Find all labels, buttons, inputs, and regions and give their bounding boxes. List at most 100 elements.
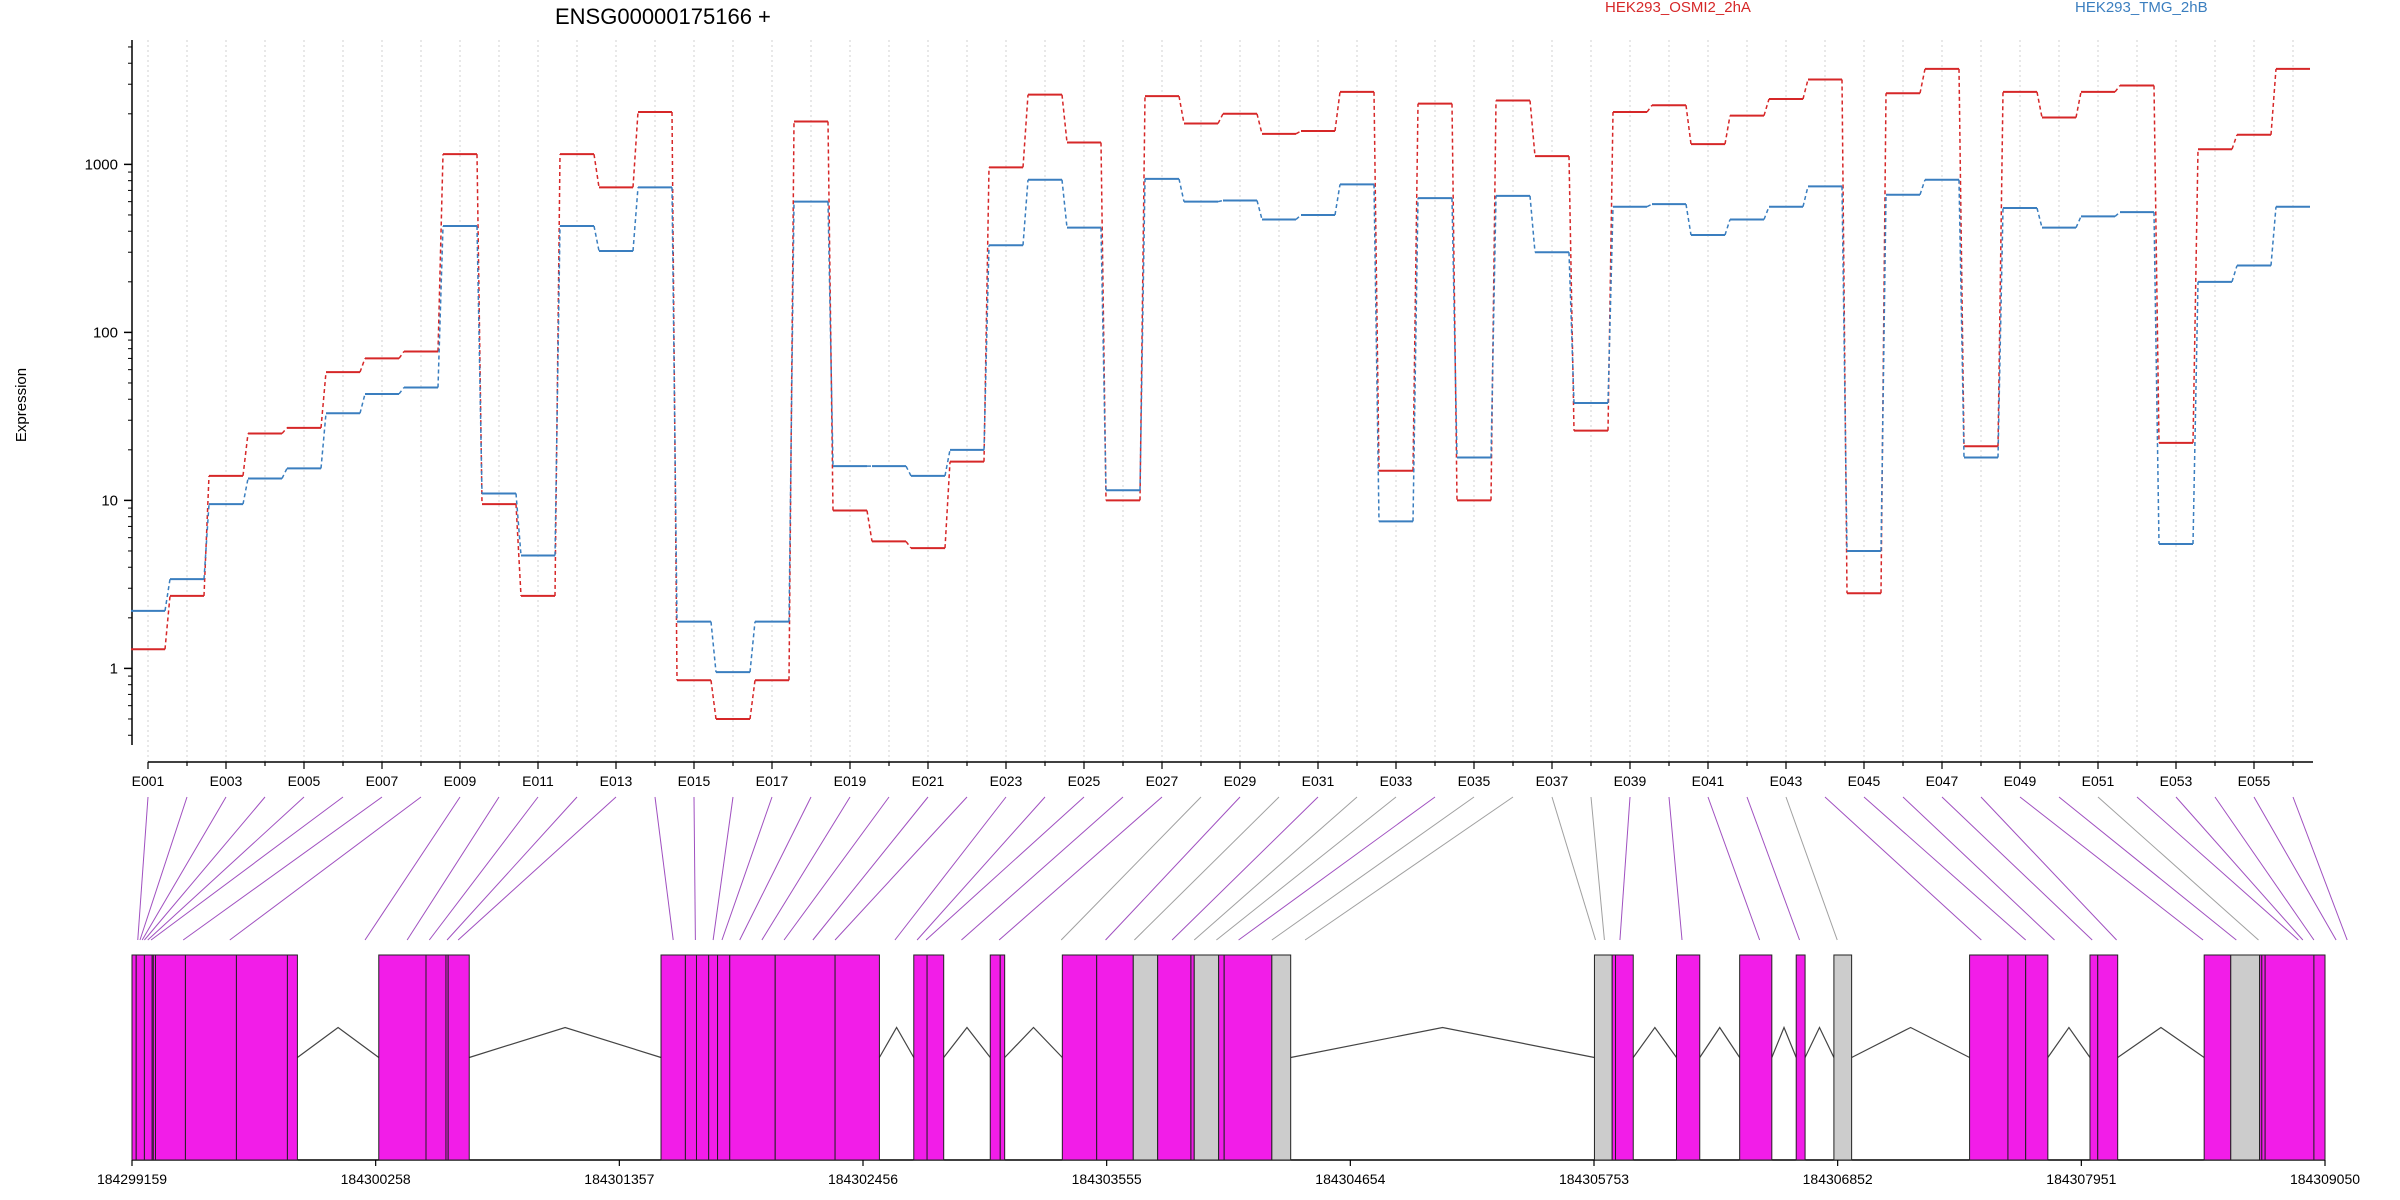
series-connector xyxy=(1646,203,1653,208)
legend-series-tmg: HEK293_TMG_2hB xyxy=(2075,0,2208,16)
connector-E022 xyxy=(834,796,968,941)
x-tick-label-E029: E029 xyxy=(1224,773,1257,789)
series-connector xyxy=(944,449,951,476)
exon-connectors xyxy=(137,796,2348,941)
connector-E008 xyxy=(229,796,422,941)
connector-E013 xyxy=(457,796,617,941)
intron-arc xyxy=(2117,1026,2205,1058)
coord-label: 184301357 xyxy=(584,1171,654,1187)
series-connector xyxy=(710,621,717,673)
connector-E002 xyxy=(139,796,188,941)
series-connector xyxy=(359,358,366,373)
axes xyxy=(131,40,2313,763)
exon-block xyxy=(378,954,427,1161)
series-connector xyxy=(1841,186,1848,551)
series-connector xyxy=(632,111,639,188)
retained-block xyxy=(2230,954,2261,1161)
connector-E032 xyxy=(1193,796,1358,941)
y-tick-label-1000: 1000 xyxy=(85,156,118,173)
exon-block xyxy=(2007,954,2027,1161)
exon-block xyxy=(1157,954,1192,1161)
series-connector xyxy=(320,413,327,469)
connector-E047 xyxy=(1941,796,2093,941)
exon-block xyxy=(999,954,1006,1161)
series-connector xyxy=(2075,91,2082,118)
exon-block xyxy=(684,954,697,1161)
series-connector xyxy=(671,112,678,681)
exon-block xyxy=(2203,954,2232,1161)
series-connector xyxy=(398,351,405,359)
series-connector xyxy=(437,225,444,388)
x-tick-label-E001: E001 xyxy=(132,773,165,789)
series-connector xyxy=(1802,79,1809,100)
connector-E053 xyxy=(2175,796,2304,941)
series-connector xyxy=(1451,103,1458,501)
connector-E037 xyxy=(1551,796,1597,941)
intron-arc xyxy=(1632,1026,1677,1058)
coord-label: 184302456 xyxy=(828,1171,898,1187)
coord-label: 184307951 xyxy=(2046,1171,2116,1187)
connector-E003 xyxy=(141,796,227,941)
exon-block xyxy=(989,954,1001,1161)
series-connector xyxy=(1529,100,1536,157)
connector-E038 xyxy=(1590,796,1605,941)
x-tick-label-E011: E011 xyxy=(522,773,554,789)
series-HEK293_OSMI2_2hA xyxy=(131,67,2310,720)
genomic-coordinates: 184299159 184300258 184301357 184302456 1843… xyxy=(97,1160,2360,1187)
x-tick-label-E007: E007 xyxy=(366,773,399,789)
connector-E034 xyxy=(1238,796,1436,941)
series-connector xyxy=(476,154,483,505)
retained-block xyxy=(1193,954,1220,1161)
series-connector xyxy=(1763,98,1770,116)
connector-E039 xyxy=(1619,796,1631,941)
y-tick-label-10: 10 xyxy=(101,492,118,509)
series-connector xyxy=(593,225,600,252)
series-connector xyxy=(1841,79,1848,594)
connector-E026 xyxy=(961,796,1124,941)
connector-E005 xyxy=(147,796,305,941)
series-connector xyxy=(1880,93,1887,594)
connector-E018 xyxy=(739,796,812,941)
series-connector xyxy=(203,504,210,580)
series-connector xyxy=(164,595,171,650)
connector-E011 xyxy=(428,796,539,941)
series-connector xyxy=(1646,104,1653,113)
intron-arc xyxy=(1804,1026,1835,1058)
series-connector xyxy=(1217,199,1224,203)
legend-series-osmi: HEK293_OSMI2_2hA xyxy=(1605,0,1751,16)
series-connector xyxy=(1061,94,1068,143)
exon-block xyxy=(286,954,298,1161)
series-connector xyxy=(2114,211,2121,218)
exon-axis-ticks: E001 E003 E005 E007 E009 E011 E013 E015 E017 E019… xyxy=(132,762,2294,789)
series-connector xyxy=(2036,207,2043,228)
series-connector xyxy=(2192,281,2199,545)
connector-E029 xyxy=(1105,796,1241,941)
exon-block xyxy=(1795,954,1806,1161)
exon-block xyxy=(155,954,186,1161)
series-connector xyxy=(2036,91,2043,118)
exon-block xyxy=(695,954,710,1161)
connector-E054 xyxy=(2214,796,2315,941)
exon-block xyxy=(1675,954,1701,1161)
series-connector xyxy=(2231,134,2238,150)
exon-block xyxy=(913,954,928,1161)
series-connector xyxy=(1529,195,1536,253)
connector-E024 xyxy=(916,796,1046,941)
connector-E044 xyxy=(1824,796,1982,941)
exon-block xyxy=(1218,954,1225,1161)
series-connector xyxy=(2114,84,2121,93)
series-connector xyxy=(593,154,600,188)
series-connector xyxy=(827,121,834,511)
exon-block xyxy=(1061,954,1098,1161)
series-connector xyxy=(1334,91,1341,132)
connector-E006 xyxy=(150,796,344,941)
x-tick-label-E043: E043 xyxy=(1770,773,1803,789)
connector-E004 xyxy=(144,796,266,941)
connector-E012 xyxy=(446,796,578,941)
coord-label: 184305753 xyxy=(1559,1171,1629,1187)
series-connector xyxy=(281,468,288,479)
y-axis-label: Expression xyxy=(13,368,30,442)
series-connector xyxy=(827,201,834,467)
x-tick-label-E003: E003 xyxy=(210,773,243,789)
series-connector xyxy=(1139,178,1146,491)
